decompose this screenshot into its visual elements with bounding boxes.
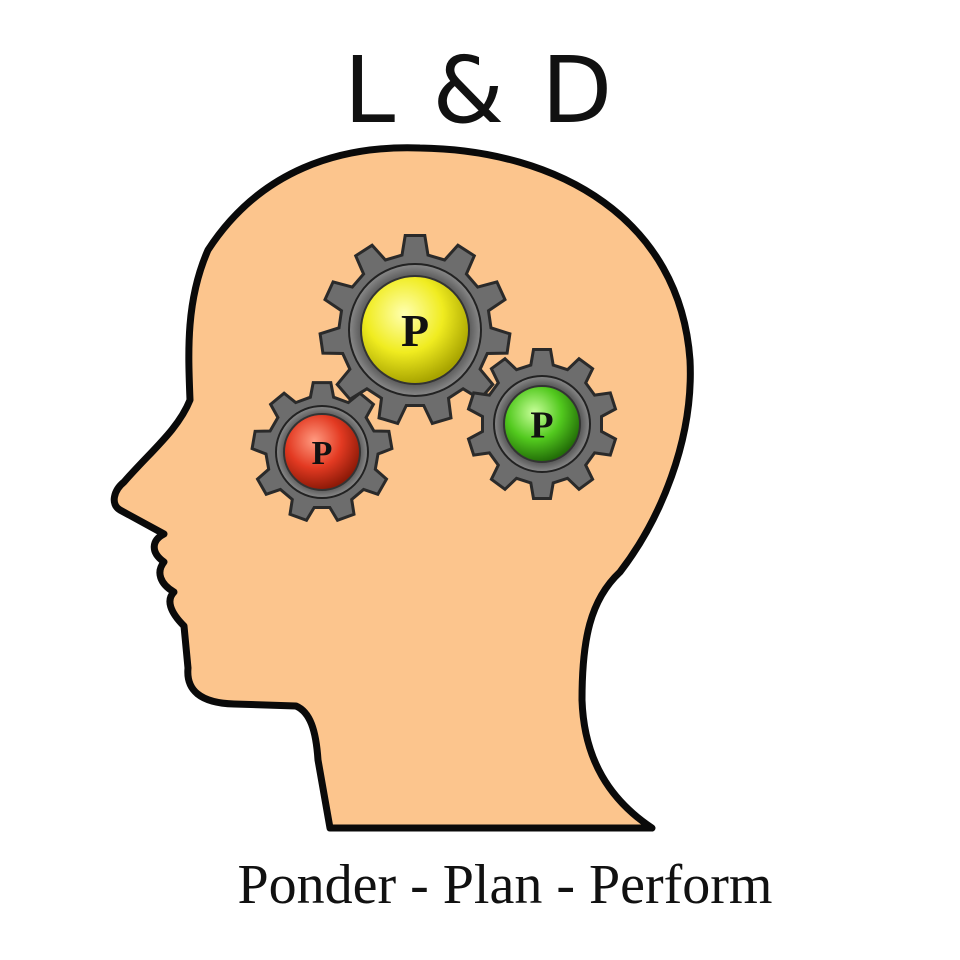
green-gear-center [503, 385, 581, 463]
head-silhouette-icon [110, 144, 694, 832]
green-gear-letter: P [530, 404, 553, 446]
yellow-gear-center [360, 275, 470, 385]
red-gear-letter: P [312, 435, 333, 472]
yellow-gear-letter: P [401, 305, 429, 356]
red-gear: P [250, 381, 394, 523]
green-gear: P [466, 348, 618, 500]
red-gear-center [283, 413, 361, 491]
logo-title: L & D [343, 37, 617, 144]
yellow-gear: P [318, 234, 512, 426]
logo-tagline: Ponder - Plan - Perform [237, 854, 773, 916]
gears-group: P P P [250, 234, 618, 523]
